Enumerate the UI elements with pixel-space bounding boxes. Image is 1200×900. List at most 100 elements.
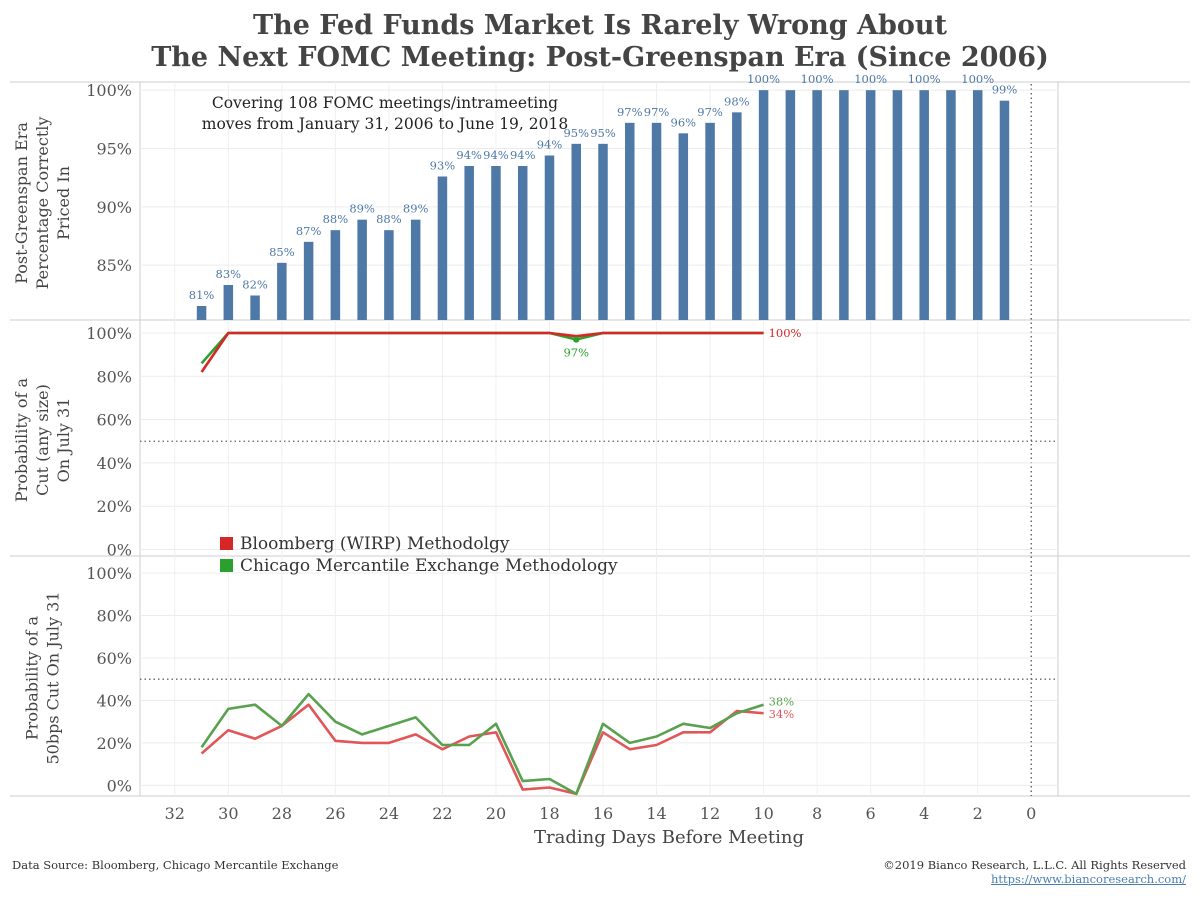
y-tick-label: 0%	[107, 541, 132, 560]
bloomberg-cut-line	[200, 331, 764, 373]
x-tick-label: 26	[325, 804, 345, 823]
annotation-text: moves from January 31, 2006 to June 19, …	[202, 115, 568, 133]
bar	[785, 90, 796, 321]
legend-swatch	[220, 559, 233, 572]
y-tick-label: 40%	[96, 691, 132, 710]
chart-title-line-2: The Next FOMC Meeting: Post-Greenspan Er…	[151, 42, 1049, 73]
y-axis-title: Post-Greenspan Era Percentage Correctly Pr…	[12, 117, 73, 290]
y-tick-label: 20%	[96, 497, 132, 516]
bar	[196, 306, 207, 320]
bar	[223, 285, 234, 320]
bar	[865, 90, 876, 321]
bar	[544, 155, 555, 320]
bar	[464, 166, 474, 320]
bar	[999, 100, 1010, 321]
legend-label: Chicago Mercantile Exchange Methodology	[240, 556, 618, 576]
x-tick-label: 12	[700, 804, 720, 823]
x-tick-label: 6	[866, 804, 876, 823]
chart-title: The Fed Funds Market Is Rarely Wrong Abo…	[0, 10, 1200, 74]
bar	[303, 241, 314, 320]
bar	[732, 112, 742, 320]
y-tick-label: 80%	[96, 367, 132, 386]
bar	[919, 90, 929, 321]
bar-value-label: 97%	[697, 105, 723, 119]
footer-right: ©2019 Bianco Research, L.L.C. All Rights…	[883, 858, 1186, 886]
x-tick-label: 2	[973, 804, 983, 823]
bar-value-label: 89%	[349, 202, 375, 216]
bar-value-label: 88%	[323, 212, 349, 226]
x-tick-label: 16	[593, 804, 613, 823]
bar-value-label: 87%	[296, 224, 322, 238]
bar	[598, 143, 608, 320]
x-tick-label: 18	[539, 804, 559, 823]
bloomberg-50bps-end-label: 34%	[769, 707, 795, 721]
bar-value-label: 97%	[617, 105, 643, 119]
x-tick-label: 4	[919, 804, 929, 823]
cme-dip-label: 97%	[563, 345, 589, 359]
x-tick-label: 8	[812, 804, 822, 823]
bar-value-label: 97%	[644, 105, 670, 119]
bar-value-label: 96%	[671, 115, 697, 129]
bar	[758, 90, 769, 321]
cme-dip-point	[573, 336, 580, 343]
y-tick-label: 90%	[96, 198, 132, 217]
copyright: ©2019 Bianco Research, L.L.C. All Rights…	[883, 858, 1186, 872]
cme-50bps-end-label: 38%	[769, 695, 795, 709]
bar-value-label: 100%	[801, 72, 834, 86]
x-tick-label: 32	[165, 804, 185, 823]
data-source: Data Source: Bloomberg, Chicago Mercanti…	[12, 858, 339, 872]
y-tick-label: 85%	[96, 256, 132, 275]
chart-title-line-1: The Fed Funds Market Is Rarely Wrong Abo…	[253, 10, 947, 41]
bar	[946, 90, 956, 321]
legend-swatch	[220, 537, 233, 550]
x-tick-label: 10	[753, 804, 773, 823]
bar	[705, 122, 715, 320]
bloomberg-end-label: 100%	[769, 326, 802, 340]
y-axis-title-line: Priced In	[54, 166, 73, 240]
y-axis-title-line: Percentage Correctly	[33, 117, 52, 290]
bar-value-label: 93%	[430, 159, 456, 173]
x-tick-label: 0	[1026, 804, 1036, 823]
bar	[357, 219, 367, 320]
y-tick-label: 100%	[86, 81, 132, 100]
bar	[571, 143, 582, 320]
bar	[651, 122, 662, 320]
y-tick-label: 100%	[86, 564, 132, 583]
bar	[250, 295, 260, 320]
x-tick-label: 14	[646, 804, 666, 823]
bar-value-label: 89%	[403, 202, 429, 216]
annotation-text: Covering 108 FOMC meetings/intrameeting	[212, 94, 558, 112]
bar	[517, 166, 528, 320]
bar	[437, 176, 448, 320]
bar	[839, 90, 849, 321]
x-axis-title: Trading Days Before Meeting	[534, 827, 804, 848]
bar	[812, 90, 822, 321]
bar	[491, 166, 501, 320]
cme-cut-line	[200, 331, 764, 365]
bar	[972, 90, 983, 321]
x-tick-label: 20	[486, 804, 506, 823]
y-axis-title: Probability of a 50bps Cut On July 31	[23, 591, 63, 764]
y-tick-label: 60%	[96, 411, 132, 430]
legend-label: Bloomberg (WIRP) Methodolgy	[240, 534, 510, 554]
bar	[678, 133, 689, 320]
bar-value-label: 100%	[908, 72, 941, 86]
bar-value-label: 100%	[854, 72, 887, 86]
bloomberg-50bps-line	[200, 703, 764, 796]
bar-value-label: 83%	[216, 267, 242, 281]
y-axis-title-line: Post-Greenspan Era	[12, 122, 31, 284]
y-tick-label: 40%	[96, 454, 132, 473]
bar-value-label: 95%	[563, 126, 589, 140]
bar-value-label: 94%	[483, 148, 509, 162]
bar-value-label: 94%	[456, 148, 482, 162]
bar-value-label: 94%	[537, 138, 563, 152]
bar	[330, 230, 341, 320]
y-axis-title-line: Probability of a	[12, 377, 31, 502]
y-axis-title-line: On July 31	[54, 398, 73, 483]
y-tick-label: 95%	[96, 140, 132, 159]
bar-value-label: 82%	[242, 278, 268, 292]
y-axis-title-line: 50bps Cut On July 31	[44, 591, 63, 764]
website-link[interactable]: https://www.biancoresearch.com/	[990, 872, 1186, 886]
bar	[384, 230, 394, 320]
